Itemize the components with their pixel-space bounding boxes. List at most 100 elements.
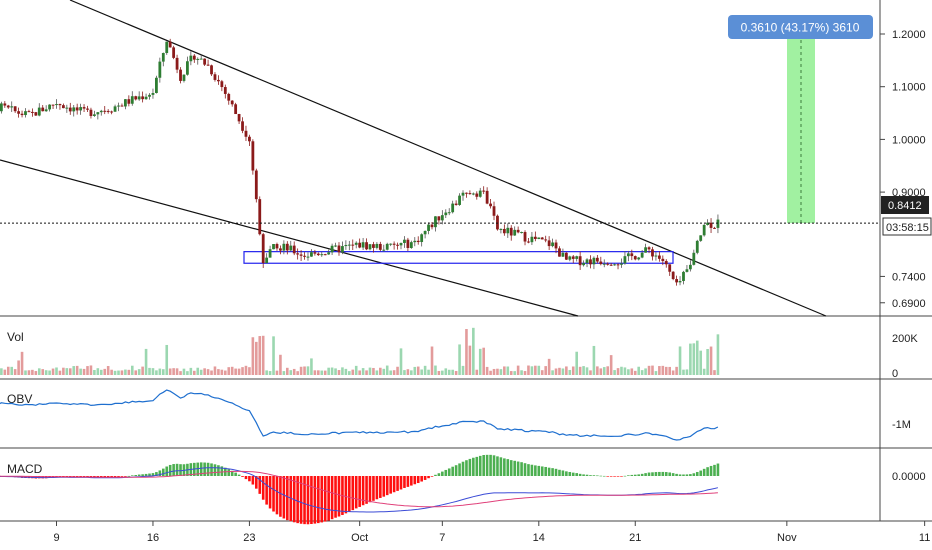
- macd-hist-bar: [561, 470, 565, 476]
- volume-bar: [513, 371, 516, 375]
- macd-hist-bar: [630, 474, 634, 476]
- macd-hist-bar: [361, 476, 365, 506]
- candle-body: [664, 261, 668, 265]
- macd-hist-bar: [323, 476, 327, 522]
- macd-hist-bar: [585, 474, 589, 476]
- obv-tick: -1M: [892, 419, 911, 431]
- candle-body: [489, 203, 492, 207]
- candle-body: [117, 105, 120, 107]
- volume-bar: [182, 368, 186, 375]
- macd-hist-bar: [161, 468, 165, 476]
- volume-bar: [654, 371, 658, 375]
- macd-hist-bar: [458, 463, 461, 476]
- candle-body: [440, 215, 444, 221]
- macd-hist-bar: [534, 465, 537, 476]
- time-axis[interactable]: 9 16 23 Oct 7 14 21 Nov 11: [53, 521, 930, 544]
- trendlines[interactable]: [0, 0, 827, 317]
- macd-hist-bar: [664, 472, 668, 476]
- macd-hist-bar: [337, 476, 341, 517]
- price-range-measure[interactable]: 0.3610 (43.17%) 3610: [728, 15, 873, 224]
- volume-bar: [93, 370, 96, 375]
- volume-bar: [475, 369, 479, 375]
- macd-hist-bar: [671, 473, 675, 476]
- candle-body: [578, 256, 582, 266]
- candle-body: [713, 227, 716, 229]
- volume-bar: [585, 367, 589, 375]
- macd-hist-bar: [571, 472, 575, 476]
- candle-body: [316, 253, 320, 256]
- candle-body: [434, 216, 437, 228]
- macd-hist-bar: [279, 476, 282, 517]
- macd-hist-bar: [451, 466, 454, 476]
- candle-body: [485, 190, 489, 204]
- volume-bar: [637, 366, 641, 375]
- volume-bar: [199, 369, 203, 375]
- candle-body: [530, 236, 534, 243]
- macd-hist-bar: [306, 476, 310, 525]
- macd-hist-bar: [292, 476, 296, 523]
- candle-body: [175, 57, 179, 70]
- candle-body: [17, 111, 21, 114]
- macd-hist-bar: [265, 476, 268, 505]
- candle-body: [695, 240, 699, 253]
- macd-hist-bar: [668, 472, 672, 476]
- candle-body: [416, 240, 420, 243]
- volume-bar: [716, 334, 720, 375]
- volume-bar: [248, 367, 251, 375]
- candle-body: [330, 245, 334, 253]
- candle-body: [506, 227, 510, 234]
- candle-body: [547, 240, 551, 247]
- volume-bar: [434, 365, 437, 375]
- volume-bar: [651, 365, 654, 375]
- volume-bar: [520, 370, 523, 375]
- volume-bar: [713, 370, 716, 375]
- candle-body: [585, 259, 589, 264]
- volume-bar: [492, 368, 496, 375]
- volume-bar: [113, 370, 117, 375]
- candle-body: [20, 113, 24, 116]
- volume-bar: [702, 368, 706, 375]
- volume-bar: [392, 370, 396, 375]
- macd-hist-bar: [606, 476, 609, 477]
- candle-body: [613, 264, 616, 266]
- trendline-2[interactable]: [0, 159, 579, 317]
- candle-body: [220, 81, 224, 88]
- macd-hist-bar: [547, 467, 551, 476]
- price-tick-label: 0.6900: [892, 298, 926, 310]
- macd-hist-bar: [489, 454, 492, 476]
- volume-bar: [89, 365, 93, 375]
- volume-bar: [172, 368, 175, 375]
- volume-bar: [330, 367, 334, 375]
- candle-body: [192, 55, 196, 60]
- candle-body: [420, 234, 424, 243]
- volume-bar: [382, 368, 386, 375]
- obv-axis: -1M: [892, 419, 911, 431]
- trendline-1[interactable]: [69, 0, 827, 317]
- macd-hist-bar: [120, 476, 124, 477]
- macd-hist-bar: [651, 472, 654, 476]
- volume-bar: [592, 345, 596, 375]
- support-resistance-box[interactable]: [243, 251, 674, 264]
- candle-body: [172, 47, 176, 58]
- candle-body: [568, 256, 572, 260]
- candle-body: [258, 199, 262, 235]
- macd-hist-bar: [461, 461, 465, 476]
- candle-body: [323, 254, 327, 256]
- macd-hist-bar: [272, 476, 275, 512]
- candle-body: [616, 264, 620, 266]
- macd-hist-bar: [144, 473, 148, 476]
- candle-body: [320, 254, 324, 256]
- candle-body: [413, 240, 417, 243]
- candle-body: [554, 242, 558, 249]
- macd-hist-bar: [702, 468, 706, 476]
- volume-bar: [155, 370, 158, 375]
- macd-hist-bar: [385, 476, 389, 496]
- volume-bar: [606, 366, 609, 375]
- macd-hist-bar: [396, 476, 399, 491]
- macd-hist-bar: [644, 473, 647, 476]
- macd-hist-bar: [434, 474, 437, 476]
- time-tick-label: 9: [53, 532, 59, 544]
- support-box[interactable]: [243, 251, 674, 264]
